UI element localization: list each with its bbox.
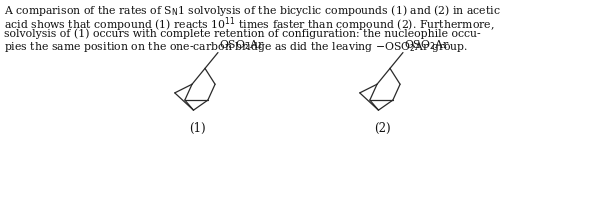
Text: acid shows that compound (1) reacts 10$^{11}$ times faster than compound (2). Fu: acid shows that compound (1) reacts 10$^… — [4, 16, 495, 34]
Text: solvolysis of (1) occurs with complete retention of configuration: the nucleophi: solvolysis of (1) occurs with complete r… — [4, 28, 481, 39]
Text: OSO$_2$Ar: OSO$_2$Ar — [404, 38, 449, 52]
Text: pies the same position on the one-carbon bridge as did the leaving $-$OSO$_2$Ar : pies the same position on the one-carbon… — [4, 41, 468, 55]
Text: (1): (1) — [190, 122, 206, 135]
Text: OSO$_2$Ar: OSO$_2$Ar — [219, 38, 264, 52]
Text: A comparison of the rates of S$_{\rm N}$1 solvolysis of the bicyclic compounds (: A comparison of the rates of S$_{\rm N}$… — [4, 3, 501, 18]
Text: (2): (2) — [375, 122, 391, 135]
